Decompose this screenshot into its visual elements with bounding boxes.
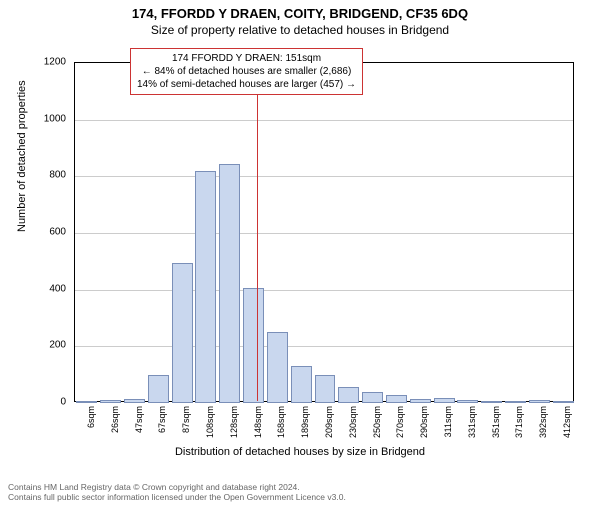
info-line-2: ← 84% of detached houses are smaller (2,… bbox=[137, 65, 356, 78]
bar bbox=[553, 401, 574, 403]
info-line-1: 174 FFORDD Y DRAEN: 151sqm bbox=[137, 52, 356, 65]
x-tick-label: 290sqm bbox=[419, 406, 429, 446]
y-tick-label: 200 bbox=[36, 340, 66, 351]
bar bbox=[434, 398, 455, 403]
bar bbox=[219, 164, 240, 403]
plot-area bbox=[74, 62, 574, 402]
bar bbox=[172, 263, 193, 403]
x-tick-label: 26sqm bbox=[110, 406, 120, 446]
x-tick-label: 351sqm bbox=[491, 406, 501, 446]
title-address: 174, FFORDD Y DRAEN, COITY, BRIDGEND, CF… bbox=[0, 6, 600, 21]
x-tick-label: 87sqm bbox=[181, 406, 191, 446]
bar bbox=[315, 375, 336, 403]
x-tick-label: 189sqm bbox=[300, 406, 310, 446]
footer-line-2: Contains full public sector information … bbox=[8, 492, 346, 502]
x-tick-label: 209sqm bbox=[324, 406, 334, 446]
x-tick-label: 148sqm bbox=[253, 406, 263, 446]
footer-text: Contains HM Land Registry data © Crown c… bbox=[8, 482, 346, 502]
bar bbox=[100, 400, 121, 403]
marker-line bbox=[257, 63, 258, 401]
bar bbox=[124, 399, 145, 403]
bar bbox=[457, 400, 478, 403]
y-tick-label: 1000 bbox=[36, 113, 66, 124]
y-tick-label: 1200 bbox=[36, 57, 66, 68]
bar bbox=[362, 392, 383, 403]
bar bbox=[481, 401, 502, 403]
x-tick-label: 67sqm bbox=[157, 406, 167, 446]
y-tick-label: 600 bbox=[36, 227, 66, 238]
bar bbox=[386, 395, 407, 404]
info-box: 174 FFORDD Y DRAEN: 151sqm ← 84% of deta… bbox=[130, 48, 363, 95]
bar bbox=[243, 288, 264, 403]
title-description: Size of property relative to detached ho… bbox=[0, 23, 600, 37]
x-tick-label: 371sqm bbox=[514, 406, 524, 446]
x-tick-label: 392sqm bbox=[538, 406, 548, 446]
bar bbox=[76, 401, 97, 403]
x-tick-label: 331sqm bbox=[467, 406, 477, 446]
bar bbox=[338, 387, 359, 403]
x-tick-label: 128sqm bbox=[229, 406, 239, 446]
y-tick-label: 0 bbox=[36, 397, 66, 408]
y-tick-label: 400 bbox=[36, 283, 66, 294]
x-tick-label: 311sqm bbox=[443, 406, 453, 446]
bar bbox=[410, 399, 431, 403]
x-tick-label: 6sqm bbox=[86, 406, 96, 446]
footer-line-1: Contains HM Land Registry data © Crown c… bbox=[8, 482, 346, 492]
x-tick-label: 168sqm bbox=[276, 406, 286, 446]
chart-area bbox=[74, 62, 574, 402]
info-line-3: 14% of semi-detached houses are larger (… bbox=[137, 78, 356, 91]
bar bbox=[148, 375, 169, 403]
y-tick-label: 800 bbox=[36, 170, 66, 181]
bar bbox=[195, 171, 216, 403]
bars-group bbox=[75, 63, 575, 403]
x-tick-label: 230sqm bbox=[348, 406, 358, 446]
bar bbox=[291, 366, 312, 403]
y-axis-label: Number of detached properties bbox=[16, 80, 28, 232]
x-axis-label: Distribution of detached houses by size … bbox=[0, 446, 600, 458]
bar bbox=[505, 401, 526, 403]
x-tick-label: 108sqm bbox=[205, 406, 215, 446]
x-tick-label: 412sqm bbox=[562, 406, 572, 446]
x-tick-label: 47sqm bbox=[134, 406, 144, 446]
x-tick-label: 250sqm bbox=[372, 406, 382, 446]
bar bbox=[267, 332, 288, 403]
bar bbox=[529, 400, 550, 403]
x-tick-label: 270sqm bbox=[395, 406, 405, 446]
